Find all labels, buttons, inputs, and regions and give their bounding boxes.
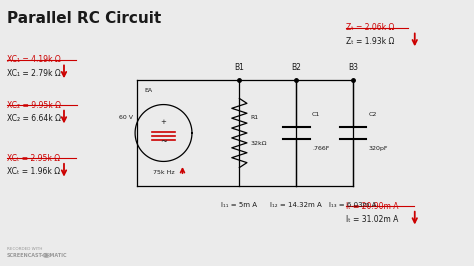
Text: B1: B1 [235,63,244,72]
Text: EA: EA [145,88,153,93]
Text: RECORDED WITH: RECORDED WITH [7,247,43,251]
Text: Parallel RC Circuit: Parallel RC Circuit [7,11,161,26]
Text: B3: B3 [348,63,358,72]
Text: XCₜ = 1.96k Ω: XCₜ = 1.96k Ω [7,167,60,176]
Text: XC₂ = 6.64k Ω: XC₂ = 6.64k Ω [7,114,61,123]
Text: 32kΩ: 32kΩ [251,141,267,146]
Text: I₁₃ = 6.03m A: I₁₃ = 6.03m A [329,202,377,208]
Text: C2: C2 [369,112,377,117]
Text: XC₁ = 2.79k Ω: XC₁ = 2.79k Ω [7,69,61,78]
Text: SCREENCAST-O-MATIC: SCREENCAST-O-MATIC [7,253,68,258]
Text: I₁₁ = 5m A: I₁₁ = 5m A [221,202,257,208]
Text: XC₂ = 9.95k Ω: XC₂ = 9.95k Ω [7,101,61,110]
Text: XC₁ = 4.19k Ω: XC₁ = 4.19k Ω [7,55,61,64]
Text: XCₜ = 2.95k Ω: XCₜ = 2.95k Ω [7,154,60,163]
Text: Zₜ = 2.06k Ω: Zₜ = 2.06k Ω [346,23,394,32]
Text: 75k Hz: 75k Hz [153,170,174,174]
Text: +: + [161,119,166,125]
Text: Iₜ = 20.90m A: Iₜ = 20.90m A [346,202,399,211]
Text: 60 V: 60 V [118,115,133,119]
Text: ~: ~ [160,137,167,146]
Text: R1: R1 [251,115,259,119]
Text: B2: B2 [292,63,301,72]
Text: Zₜ = 1.93k Ω: Zₜ = 1.93k Ω [346,37,394,46]
Text: I₁₂ = 14.32m A: I₁₂ = 14.32m A [270,202,322,208]
Text: Iₜ = 31.02m A: Iₜ = 31.02m A [346,215,398,224]
Text: C1: C1 [312,112,320,117]
Text: 320pF: 320pF [369,147,388,151]
Text: .766F: .766F [312,147,329,151]
